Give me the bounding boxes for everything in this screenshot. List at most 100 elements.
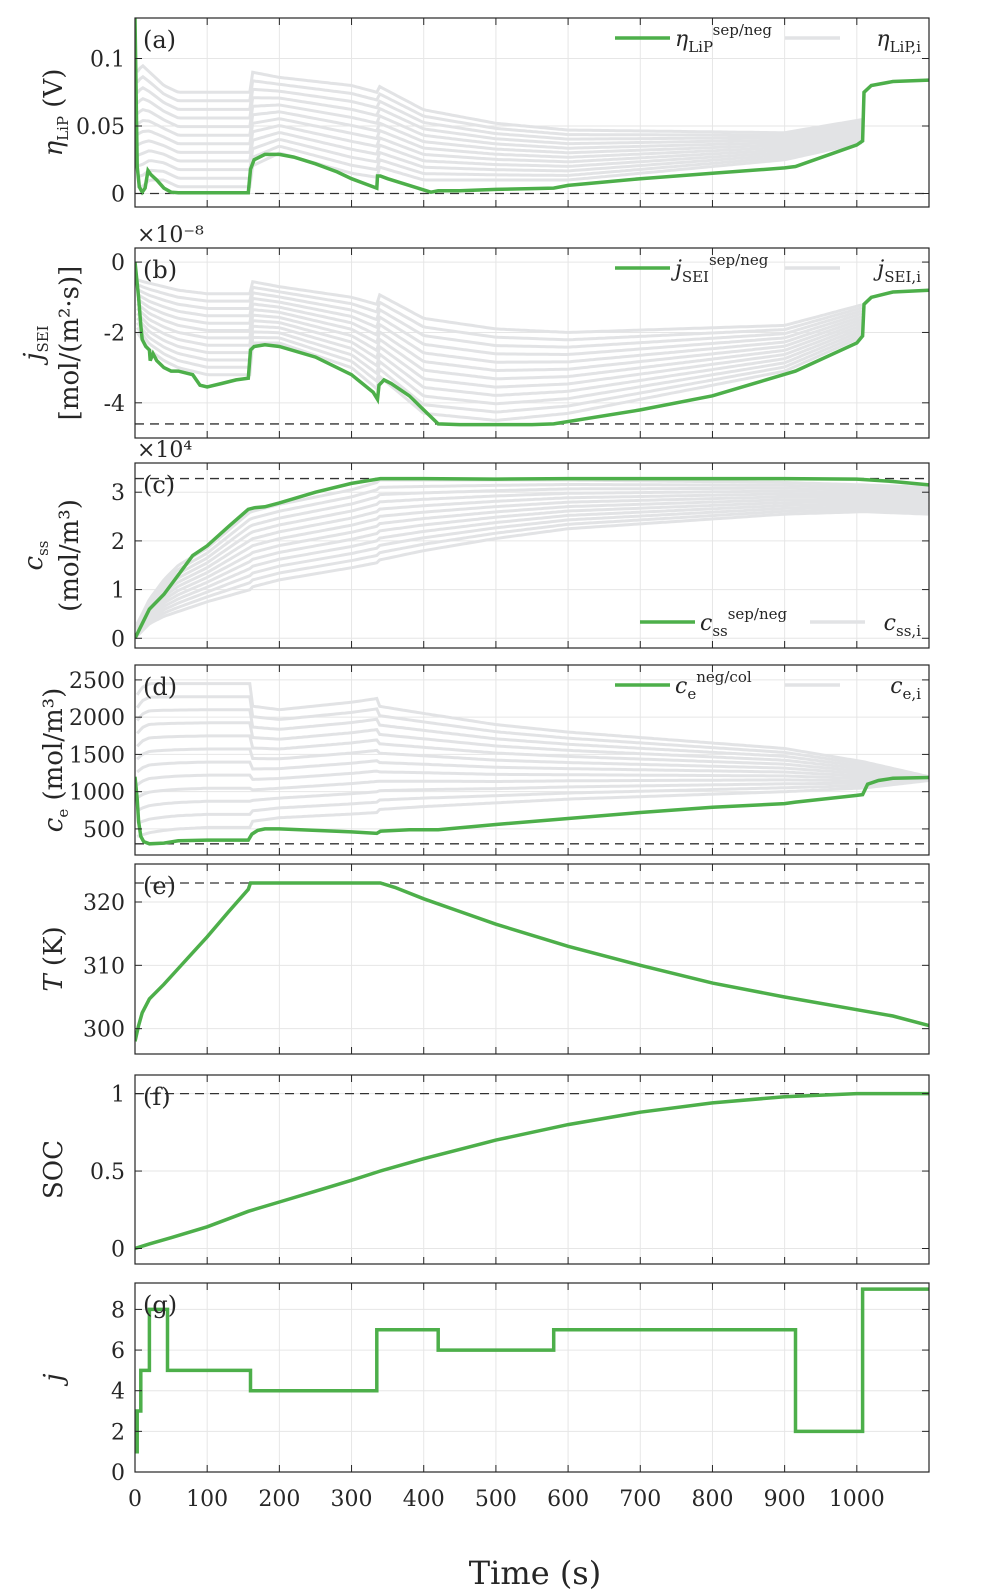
axis-multiplier: ×10⁴ <box>137 438 192 463</box>
x-tick-label: 400 <box>403 1487 445 1512</box>
grid <box>134 1075 929 1264</box>
plot-area <box>135 476 929 640</box>
plot-area <box>135 18 929 196</box>
x-tick-label: 1000 <box>829 1487 885 1512</box>
panel-label: (c) <box>143 471 175 499</box>
axes-box <box>134 247 930 439</box>
background-series-line <box>136 769 929 787</box>
y-tick-label: 0.5 <box>90 1160 125 1185</box>
legend-primary-label: jSEIsep/neg <box>670 251 769 286</box>
y-axis-label: ηLiP (V) <box>39 69 72 157</box>
background-series-line <box>135 492 929 629</box>
y-tick-label: 0.05 <box>76 115 125 140</box>
background-series-line <box>136 312 863 389</box>
background-series-line <box>136 103 863 150</box>
background-series-line <box>136 110 863 155</box>
plot-area <box>135 881 929 1042</box>
background-series-line <box>135 682 929 779</box>
panel-d: 500 1000 1500 2000 2500 (d) ce (mol/m³) ceneg/c… <box>39 664 930 856</box>
x-tick-label: 200 <box>258 1487 300 1512</box>
background-series-line <box>136 721 929 780</box>
axes-box <box>134 462 930 649</box>
legend-primary-label: ηLiPsep/neg <box>675 21 772 56</box>
background-series-line <box>136 283 863 342</box>
background-series-line <box>136 307 863 381</box>
background-series-line <box>136 297 863 364</box>
panel-g: 0 2 4 6 8 (g) j 0 100 200 300 400 500 600 700 800 900 100… <box>39 1282 930 1512</box>
background-series-line <box>136 759 929 781</box>
y-tick-label: 0 <box>111 251 125 276</box>
axes-box <box>134 1282 930 1473</box>
y-tick-label: 2000 <box>69 706 125 731</box>
background-series-line <box>135 331 863 422</box>
background-series-line <box>136 708 929 779</box>
y-tick-label: 310 <box>83 954 125 979</box>
panel-label: (d) <box>143 673 177 701</box>
background-series-line <box>136 302 863 373</box>
panel-a: 0 0.05 0.1 (a) ηLiP (V) ηLiPsep/neg ηLiP,i <box>39 17 930 208</box>
background-series-line <box>136 292 863 356</box>
grid <box>134 864 929 1054</box>
background-series-line <box>136 326 863 414</box>
plot-area <box>135 1091 929 1251</box>
y-tick-label: 0.1 <box>90 48 125 73</box>
y-tick-label: -4 <box>104 392 125 417</box>
background-series-line <box>136 131 863 168</box>
background-series-line <box>137 141 863 189</box>
y-tick-label: 0 <box>111 1238 125 1263</box>
panel-f: 0 0.5 1 (f) SOC <box>39 1074 930 1265</box>
background-series-line <box>136 505 929 635</box>
background-series-line <box>136 86 863 141</box>
background-series-line <box>136 500 929 633</box>
y-tick-label: 1500 <box>69 743 125 768</box>
background-series-line <box>136 778 929 812</box>
y-tick-label: -2 <box>104 321 125 346</box>
background-series-line <box>135 489 929 628</box>
y-tick-label: 500 <box>83 818 125 843</box>
y-tick-label: 0 <box>111 627 125 652</box>
background-series-line <box>136 287 863 349</box>
background-series-line <box>135 498 929 632</box>
plot-area <box>135 682 929 846</box>
chart-panels: 0 0.05 0.1 (a) ηLiP (V) ηLiPsep/neg ηLiP,i 0 -2 -… <box>19 17 930 1512</box>
primary-series-line <box>135 1091 929 1251</box>
primary-series-line <box>135 775 929 846</box>
plot-area <box>135 261 929 427</box>
y-tick-label: 320 <box>83 891 125 916</box>
primary-series-line <box>135 881 929 1042</box>
primary-series-line <box>135 18 929 196</box>
x-axis-label: Time (s) <box>469 1554 601 1592</box>
background-series-line <box>136 124 863 164</box>
x-tick-label: 100 <box>186 1487 228 1512</box>
plot-area <box>135 1287 929 1454</box>
y-axis-label: j <box>39 1373 69 1386</box>
axes-box <box>134 863 930 1055</box>
y-tick-label: 6 <box>111 1339 125 1364</box>
y-axis-unit: [mol/(m²·s)] <box>55 266 85 421</box>
primary-series-line <box>135 261 929 427</box>
legend-background-label: ce,i <box>890 674 921 703</box>
background-series-line <box>135 486 929 627</box>
legend-primary-label: ceneg/col <box>675 668 752 703</box>
axes-box <box>134 664 930 856</box>
legend-background-label: jSEI,i <box>872 257 921 286</box>
legend-background-label: css,i <box>884 611 922 640</box>
y-tick-label: 8 <box>111 1298 125 1323</box>
background-series-line <box>136 317 863 397</box>
y-tick-label: 1 <box>111 579 125 604</box>
axis-multiplier: ×10⁻⁸ <box>137 223 204 248</box>
y-tick-label: 2 <box>111 530 125 555</box>
background-series-line <box>137 139 863 180</box>
background-series-line <box>136 507 929 636</box>
y-axis-label: SOC <box>39 1140 69 1199</box>
y-tick-label: 1 <box>111 1083 125 1108</box>
grid <box>134 1283 929 1473</box>
y-tick-label: 4 <box>111 1380 125 1405</box>
background-series-line <box>135 495 929 631</box>
y-tick-label: 300 <box>83 1018 125 1043</box>
axes-box <box>134 1074 930 1265</box>
y-tick-label: 2 <box>111 1420 125 1445</box>
y-tick-label: 0 <box>111 1461 125 1486</box>
y-axis-unit: (mol/m³) <box>55 499 85 612</box>
